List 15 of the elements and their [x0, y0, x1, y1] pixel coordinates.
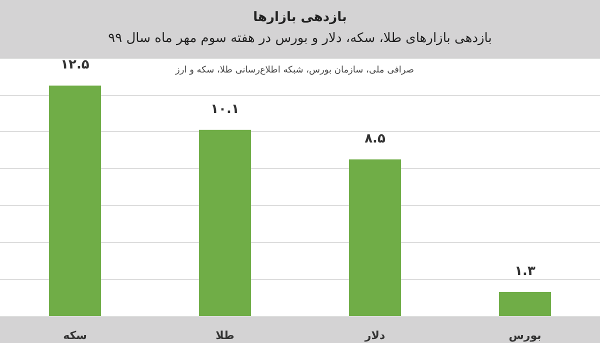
chart-subtitle: بازدهی بازارهای طلا، سکه، دلار و بورس در هفته سوم مهر ماه سال ۹۹: [108, 31, 492, 46]
x-tick-label: سکه: [63, 329, 87, 342]
bar: [499, 292, 551, 316]
x-tick-label: بورس: [508, 329, 542, 342]
bar: [49, 86, 101, 316]
annotation: صرافی ملی، سازمان بورس، شبکه اطلاع‌رسانی طلا، سکه و ارز: [174, 66, 414, 76]
data-label: ۱.۳: [514, 264, 536, 280]
bar: [199, 130, 251, 316]
data-label: ۱۰.۱: [210, 102, 240, 117]
data-label: ۱۲.۵: [60, 58, 90, 73]
chart-title: بازدهی بازارها: [253, 10, 347, 25]
data-label: ۸.۵: [364, 131, 386, 146]
x-tick-label: طلا: [216, 329, 234, 342]
x-tick-label: دلار: [364, 329, 386, 342]
bar: [349, 159, 401, 316]
